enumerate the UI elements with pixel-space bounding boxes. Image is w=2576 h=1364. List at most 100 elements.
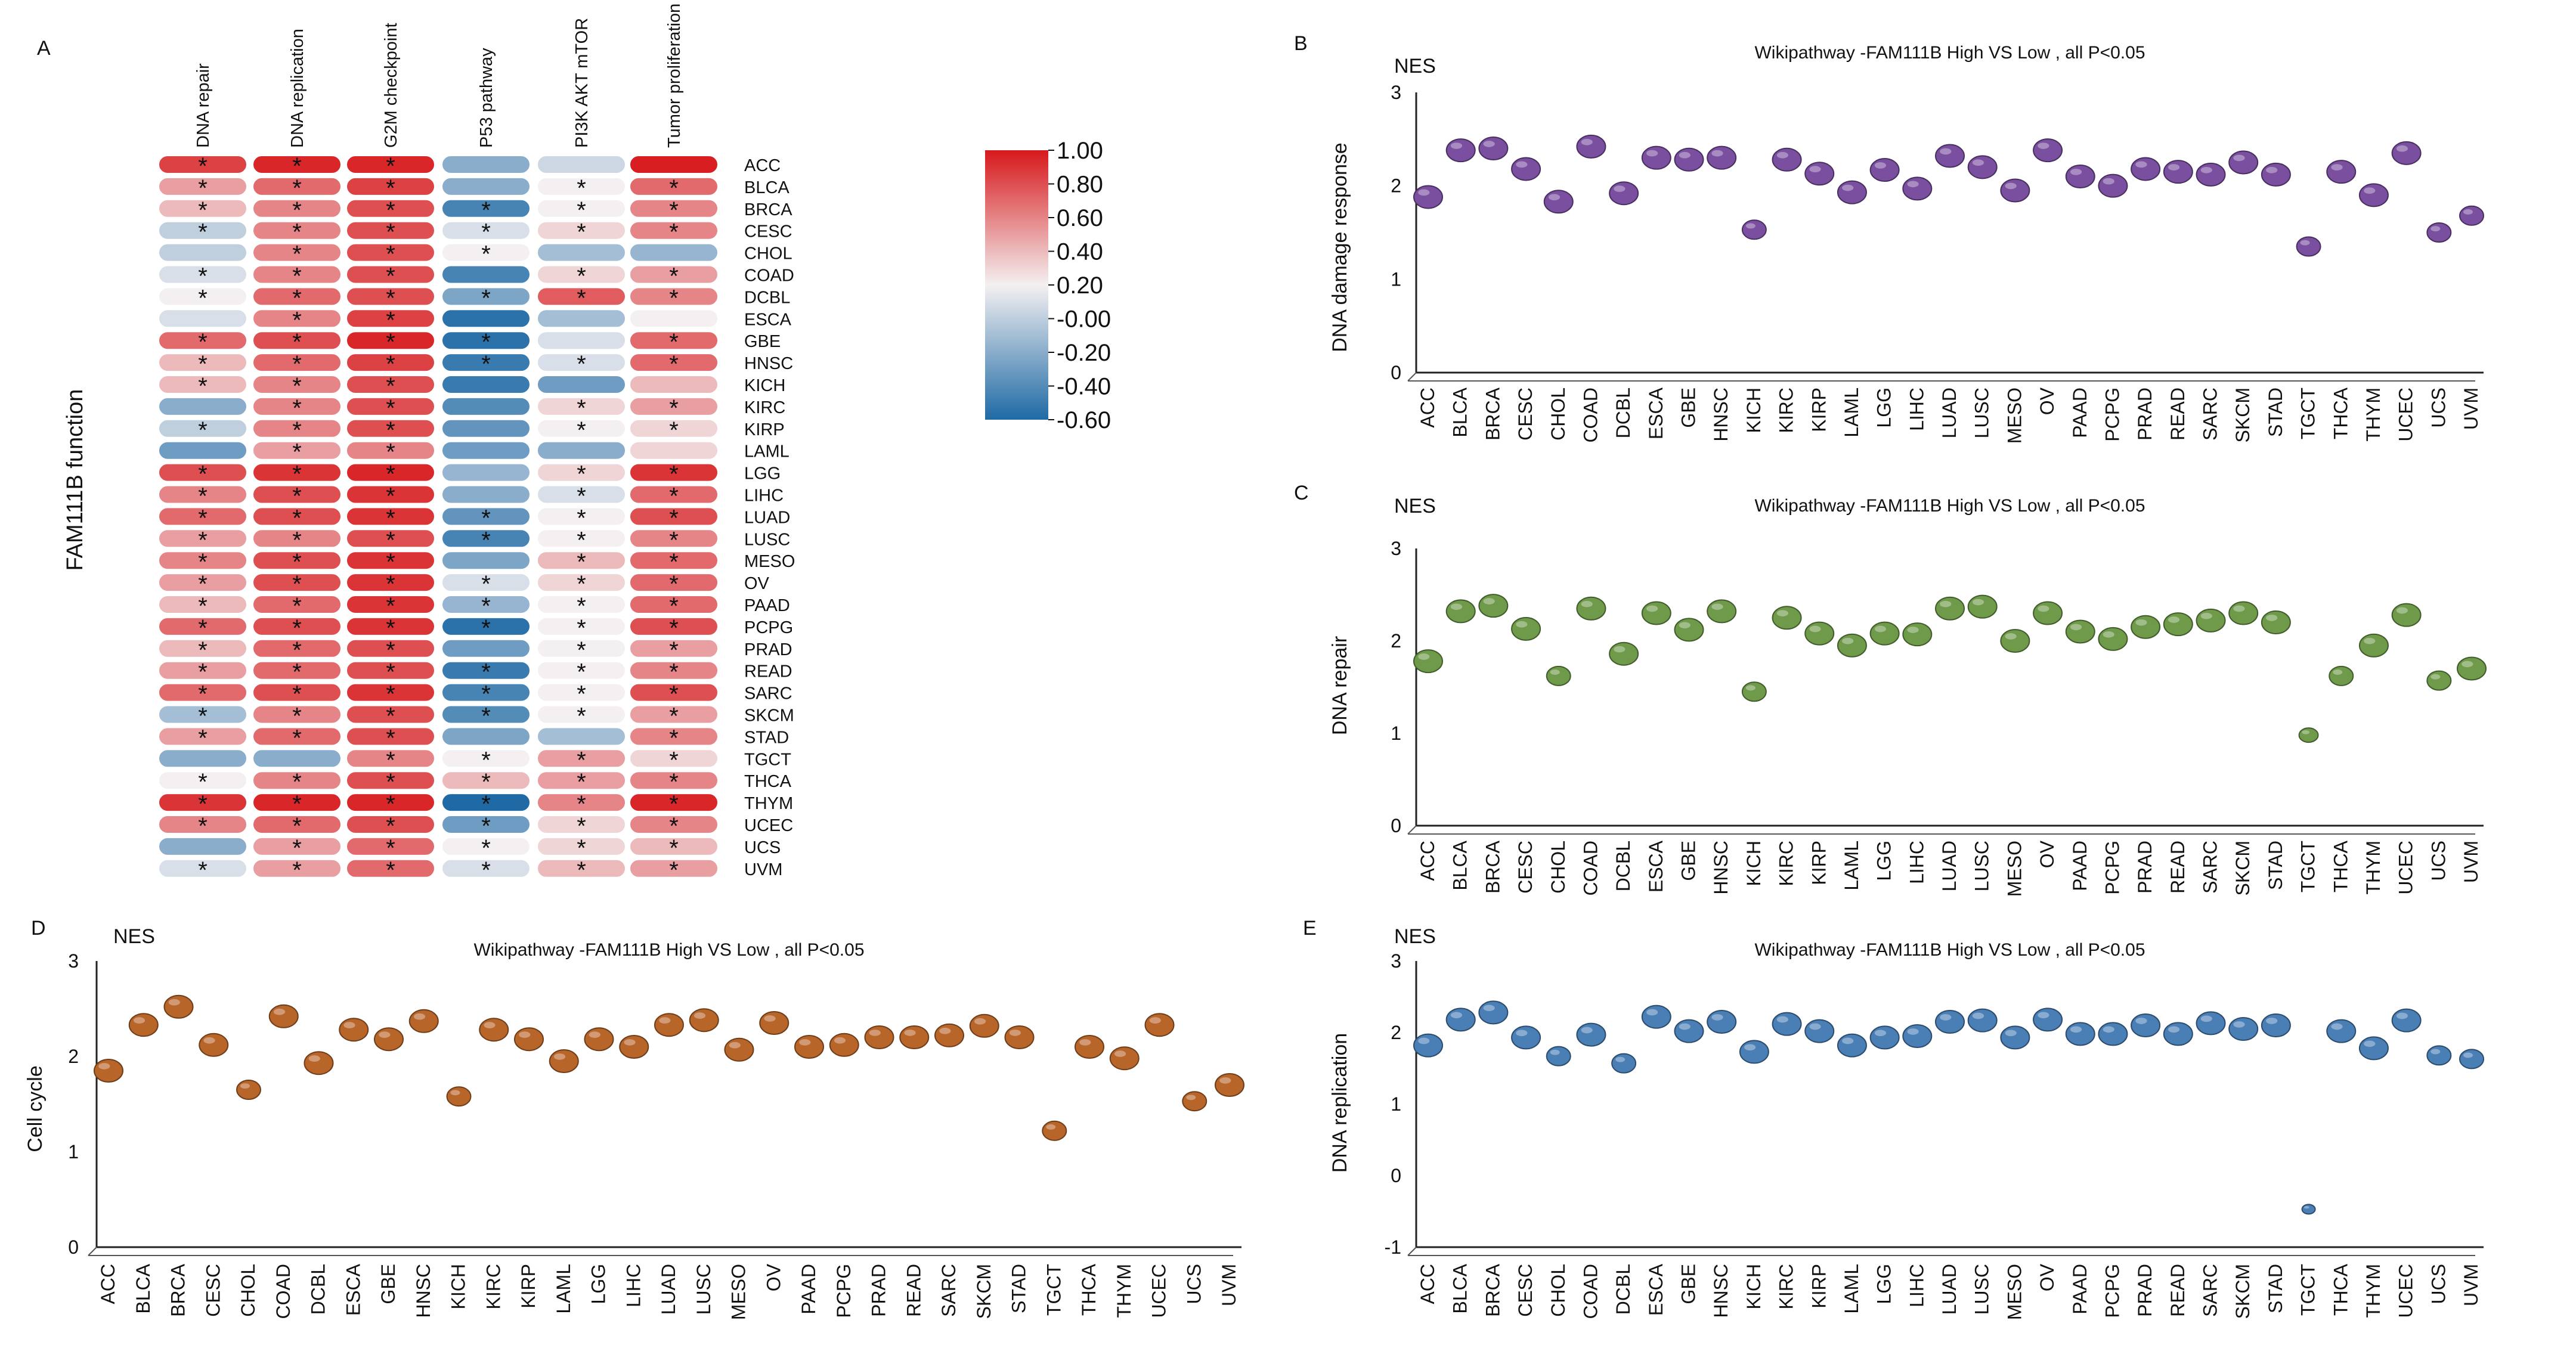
heatmap-cell [252,727,342,746]
heatmap-cell [158,507,247,526]
data-point [2196,1011,2226,1036]
heatmap-column-label: Tumor proliferation [665,4,684,148]
data-point [1772,147,1802,172]
data-point-highlight [1646,150,1658,157]
significance-star: * [292,857,302,884]
heatmap-cell [537,375,626,394]
heatmap-cell [252,441,342,460]
data-point-highlight [1418,653,1430,660]
y-tick-label: -1 [1385,1236,1401,1258]
data-point-highlight [1516,1030,1528,1037]
heatmap-cell [252,683,342,702]
x-tick-label: ESCA [1645,387,1667,439]
x-tick-label: LUSC [1971,1264,1993,1315]
significance-star: * [198,659,208,686]
heatmap-cell [537,331,626,351]
significance-star: * [386,153,395,179]
data-point-highlight [1842,184,1854,191]
scatter-title: Wikipathway -FAM111B High VS Low , all P… [1754,496,2145,516]
data-point [374,1027,404,1052]
y-tick-label: 2 [1391,630,1401,652]
significance-star: * [669,505,679,531]
x-tick-label: BLCA [132,1263,154,1313]
data-point-highlight [2103,631,2114,638]
data-point [1935,596,1965,621]
data-point [2358,633,2389,658]
significance-star: * [386,637,395,664]
x-tick-label: COAD [1580,841,1601,895]
data-point [619,1035,649,1059]
heatmap-row-label: SARC [744,684,792,703]
x-tick-label: UCEC [2395,1264,2417,1318]
data-point [2163,612,2193,637]
heatmap-cell [629,551,719,571]
data-point [1543,190,1574,214]
colorbar-tick-label: 0.40 [1057,239,1103,265]
data-point-highlight [1940,1014,1952,1021]
heatmap-cell [346,771,435,790]
significance-star: * [481,703,491,730]
heatmap-cell [346,441,435,460]
heatmap-cell [537,595,626,614]
significance-star: * [669,681,679,708]
data-point-highlight [2431,674,2441,680]
significance-star: * [292,615,302,641]
significance-star: * [198,329,208,355]
data-point-highlight [2331,164,2343,170]
heatmap-column-label: P53 pathway [477,48,496,148]
x-tick-label: UCEC [1148,1264,1170,1318]
heatmap-cell [537,265,626,284]
data-point [1837,633,1867,658]
x-tick-label: THYM [2363,1264,2384,1318]
significance-star: * [386,285,395,311]
significance-star: * [386,769,395,795]
data-point [1511,616,1541,641]
significance-star: * [577,527,586,553]
significance-star: * [292,373,302,399]
heatmap-cell [441,221,531,240]
heatmap-cell [441,858,531,878]
x-tick-label: LGG [588,1264,609,1304]
scatter-panel-d: Wikipathway -FAM111B High VS Low , all P… [24,925,1244,1320]
x-tick-label: STAD [2265,388,2286,437]
data-point-highlight [2070,169,2082,175]
data-point-highlight [1842,1037,1854,1044]
data-point [1804,621,1835,646]
heatmap-cell [252,771,342,790]
heatmap-cell [441,485,531,504]
significance-star: * [669,747,679,773]
heatmap-cell [441,683,531,702]
heatmap-cell [537,815,626,834]
data-point-highlight [1614,185,1626,192]
heatmap-cell [158,683,247,702]
heatmap-cell [441,815,531,834]
significance-star: * [577,505,586,531]
data-point [689,1008,719,1033]
heatmap-column-label: G2M checkpoint [382,23,401,148]
significance-star: * [386,527,395,553]
heatmap-cell [629,793,719,813]
data-point [1741,219,1767,240]
heatmap-row-label: THYM [744,794,793,813]
x-tick-label: DCBL [1612,388,1634,438]
heatmap-cell [629,221,719,240]
heatmap-row-label: READ [744,662,792,681]
heatmap-cell [441,287,531,306]
data-point-highlight [2431,226,2441,232]
significance-star: * [386,703,395,730]
data-point [2459,205,2484,226]
data-point [2033,138,2063,163]
significance-star: * [481,791,491,817]
heatmap-cell [346,396,435,416]
nes-unit-label: NES [1394,925,1436,948]
x-tick-label: KICH [448,1264,469,1309]
heatmap-cell [537,441,626,460]
data-point-highlight [2135,161,2147,168]
heatmap-cell [346,749,435,768]
heatmap-cell [537,463,626,482]
heatmap-cell [252,287,342,306]
heatmap-cell [158,353,247,373]
heatmap-cell [346,375,435,394]
data-point [1967,594,1998,619]
significance-star: * [481,571,491,597]
